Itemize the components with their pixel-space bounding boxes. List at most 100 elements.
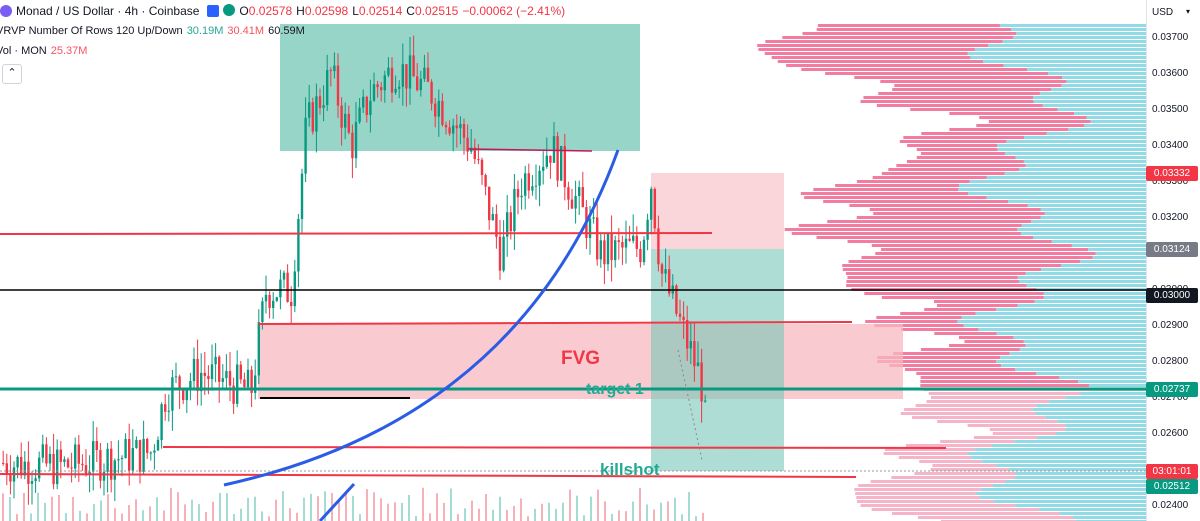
axis-price-label: 0.03000	[1146, 288, 1198, 303]
symbol-title[interactable]: Monad / US Dollar · 4h · Coinbase	[16, 4, 200, 18]
volume-bar	[226, 493, 228, 521]
price-axis[interactable]	[1146, 0, 1200, 521]
volume-bar	[37, 492, 39, 521]
fvg-label: FVG	[561, 348, 600, 369]
close-label: C	[406, 4, 415, 18]
killshot-label: killshot	[600, 460, 660, 479]
volume-bar	[429, 513, 431, 521]
high-label: H	[296, 4, 305, 18]
candle-body	[99, 450, 102, 481]
volume-bar	[527, 516, 529, 521]
vrvp-up-bar	[1027, 68, 1146, 71]
candle-body	[574, 195, 577, 209]
vrvp-up-bar	[991, 444, 1146, 447]
candle-body	[70, 467, 73, 469]
profit-zone	[651, 249, 784, 471]
vrvp-up-bar	[1040, 216, 1146, 219]
candle-body	[531, 186, 534, 191]
chevron-down-icon[interactable]: ▾	[1186, 7, 1191, 16]
vrvp-down-bar	[979, 116, 1087, 119]
vrvp-down-bar	[854, 488, 982, 491]
candle-body	[189, 380, 192, 389]
volume-bar	[548, 502, 550, 521]
candle-body	[448, 127, 451, 134]
candle-body	[239, 364, 242, 380]
candle-body	[268, 294, 271, 308]
candle-body	[95, 441, 98, 451]
volume-bar	[688, 492, 690, 521]
vrvp-down-bar	[856, 216, 1041, 219]
volume-bar	[65, 512, 67, 521]
volume-bar	[261, 511, 263, 521]
volume-bar	[184, 504, 186, 521]
currency-selector[interactable]: USD	[1152, 7, 1174, 18]
vrvp-down-bar	[916, 372, 1037, 375]
volume-bar	[289, 508, 291, 521]
vrvp-down-bar	[813, 188, 959, 191]
vrvp-down-bar	[869, 208, 1041, 211]
candle-body	[376, 84, 379, 88]
candle-body	[477, 159, 480, 161]
vrvp-down-bar	[854, 76, 1063, 79]
vrvp-up-bar	[1051, 240, 1146, 243]
vrvp-up-bar	[1060, 264, 1146, 267]
candle-body	[484, 175, 487, 187]
vrvp-up-bar	[986, 176, 1146, 179]
vrvp-down-bar	[757, 44, 989, 47]
candle-body	[138, 440, 142, 472]
vrvp-down-bar	[798, 224, 1022, 227]
vrvp-up-bar	[1086, 116, 1146, 119]
vrvp-down-bar	[856, 180, 970, 183]
vrvp-legend[interactable]: VRVP Number Of Rows 120 Up/Down 30.19M 30.…	[0, 25, 309, 37]
vrvp-up-bar	[1042, 104, 1146, 107]
vrvp-up-bar	[974, 48, 1146, 51]
vrvp-up-bar	[1034, 300, 1146, 303]
volume-bar	[114, 508, 116, 521]
candle-body	[322, 105, 325, 108]
candle-body	[621, 242, 624, 248]
volume-bar	[121, 513, 123, 521]
vrvp-down-bar	[817, 24, 1000, 27]
vrvp-up-bar	[1037, 436, 1146, 439]
candle-body	[102, 471, 106, 481]
vrvp-down-bar	[881, 296, 1044, 299]
candle-body	[426, 67, 430, 82]
vrvp-up-bar	[969, 180, 1146, 183]
candle-body	[423, 67, 426, 79]
candle-body	[639, 248, 642, 263]
vrvp-down-bar	[989, 428, 1066, 431]
candle-body	[142, 438, 145, 472]
volume-bar	[583, 515, 585, 521]
volume-bar	[492, 509, 494, 521]
volume-legend[interactable]: Vol · MON 25.37M	[0, 45, 91, 57]
candle-body	[441, 100, 444, 125]
low-line	[0, 473, 857, 478]
vrvp-up-bar	[1021, 224, 1146, 227]
volume-value: 25.37M	[50, 45, 88, 57]
candle-body	[405, 64, 408, 89]
flag-icon[interactable]	[207, 5, 220, 17]
candle-body	[372, 84, 376, 101]
axis-tick-label: 0.03700	[1152, 32, 1189, 43]
vrvp-up-bar	[1011, 28, 1146, 31]
vrvp-down-bar	[816, 236, 1034, 239]
volume-bar	[324, 491, 326, 521]
price-chart[interactable]: FVG target 1 killshot	[0, 0, 1146, 521]
vrvp-down-bar	[976, 124, 1085, 127]
level-lines	[0, 148, 1146, 521]
vrvp-down-bar	[904, 408, 1033, 411]
volume-bar	[485, 493, 487, 521]
collapse-legend-button[interactable]: ⌃	[2, 64, 22, 84]
vrvp-down-bar	[934, 332, 997, 335]
vrvp-down-bar	[934, 300, 1035, 303]
vrvp-up-bar	[1020, 232, 1146, 235]
candle-body	[527, 173, 530, 191]
vrvp-up-bar	[1016, 472, 1146, 475]
candle-body	[66, 459, 70, 468]
candle-body	[207, 375, 210, 380]
vrvp-up-bar	[1013, 36, 1146, 39]
vrvp-up-bar	[1017, 228, 1146, 231]
vrvp-down-bar	[920, 376, 1059, 379]
vrvp-down-bar	[894, 84, 1062, 87]
vrvp-up-bar	[1059, 512, 1146, 515]
